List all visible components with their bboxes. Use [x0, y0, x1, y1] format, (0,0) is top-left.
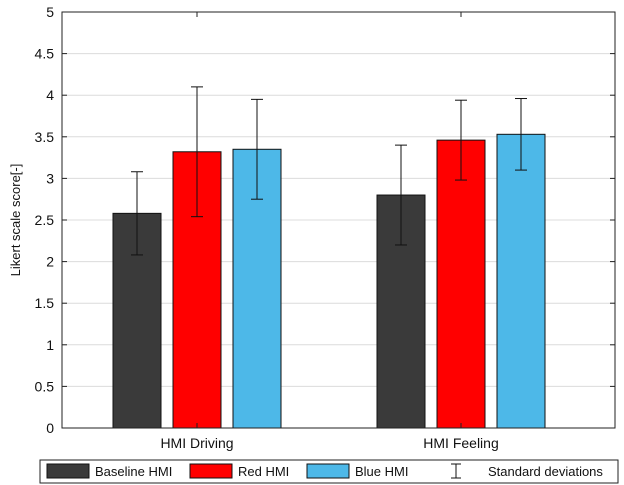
error-bars: [131, 86, 527, 256]
x-axis-ticks: HMI Driving HMI Feeling: [160, 12, 499, 451]
y-tick-label: 3.5: [35, 129, 55, 145]
legend-swatch: [306, 463, 350, 479]
bar: [436, 139, 486, 429]
y-tick-label: 0.5: [35, 378, 55, 394]
legend: Baseline HMI Red HMI Blue HMI Standard devi…: [39, 459, 619, 484]
legend-swatch: [189, 463, 233, 479]
y-tick-label: 1: [46, 337, 54, 353]
legend-swatch: [46, 463, 90, 479]
legend-label: Blue HMI: [355, 464, 408, 479]
y-tick-label: 5: [46, 4, 54, 20]
y-tick-label: 4.5: [35, 46, 55, 62]
legend-label: Red HMI: [238, 464, 289, 479]
x-tick-label: HMI Feeling: [423, 435, 498, 451]
legend-label: Baseline HMI: [95, 464, 172, 479]
y-tick-label: 1.5: [35, 295, 55, 311]
x-tick-label: HMI Driving: [160, 435, 233, 451]
y-tick-label: 2: [46, 254, 54, 270]
legend-entries: Baseline HMI Red HMI Blue HMI Standard devi…: [46, 463, 603, 479]
y-axis-ticks: 0 0.5 1 1.5 2 2.5 3 3.5 4 4.5 5: [35, 4, 615, 436]
legend-label-standard-deviations: Standard deviations: [488, 464, 603, 479]
y-tick-label: 3: [46, 170, 54, 186]
y-tick-label: 2.5: [35, 212, 55, 228]
y-tick-label: 4: [46, 87, 54, 103]
y-tick-label: 0: [46, 420, 54, 436]
y-axis-label: Likert scale score[-]: [8, 164, 23, 277]
bar: [496, 133, 546, 429]
